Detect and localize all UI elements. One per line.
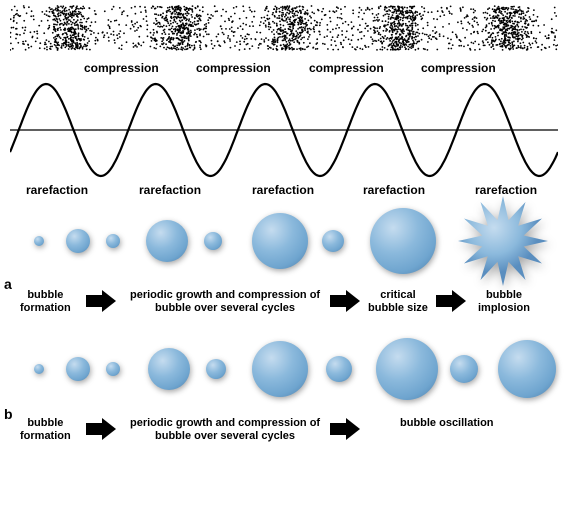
sine-wave-area: compression compression compression compres… xyxy=(10,57,558,197)
flow-step-text: periodic growth and compression ofbubble… xyxy=(130,289,320,314)
flow-row-b: bubbleformation periodic growth and compr… xyxy=(10,411,558,449)
bubble xyxy=(146,220,188,262)
bubble xyxy=(370,208,436,274)
flow-step-text: bubbleformation xyxy=(20,289,71,314)
bubble xyxy=(66,357,90,381)
sine-wave xyxy=(10,75,558,185)
implosion-starburst xyxy=(458,196,548,286)
flow-row-a: bubbleformation periodic growth and compr… xyxy=(10,283,558,321)
flow-step-text: bubbleformation xyxy=(20,417,71,442)
bubble-row-a xyxy=(10,199,558,279)
rarefaction-label: rarefaction xyxy=(139,183,201,197)
bubble xyxy=(450,355,478,383)
bubble xyxy=(106,234,120,248)
bubble xyxy=(106,362,120,376)
bubble xyxy=(252,341,308,397)
bubble xyxy=(66,229,90,253)
flow-step-text: criticalbubble size xyxy=(368,289,428,314)
bubble xyxy=(376,338,438,400)
rarefaction-label: rarefaction xyxy=(252,183,314,197)
compression-label: compression xyxy=(421,61,496,75)
compression-label: compression xyxy=(309,61,384,75)
bubble xyxy=(252,213,308,269)
bubble xyxy=(206,359,226,379)
bubble xyxy=(34,236,44,246)
bubble xyxy=(498,340,556,398)
bubble xyxy=(204,232,222,250)
rarefaction-label: rarefaction xyxy=(26,183,88,197)
bubble xyxy=(322,230,344,252)
flow-step-text: bubbleimplosion xyxy=(478,289,530,314)
bubble-row-b xyxy=(10,327,558,407)
compression-label: compression xyxy=(196,61,271,75)
particle-density-band xyxy=(10,4,558,52)
compression-label: compression xyxy=(84,61,159,75)
bubble xyxy=(326,356,352,382)
bubble xyxy=(34,364,44,374)
bubble xyxy=(148,348,190,390)
rarefaction-label: rarefaction xyxy=(475,183,537,197)
rarefaction-label: rarefaction xyxy=(363,183,425,197)
flow-step-text: periodic growth and compression ofbubble… xyxy=(130,417,320,442)
flow-step-text: bubble oscillation xyxy=(400,417,494,430)
